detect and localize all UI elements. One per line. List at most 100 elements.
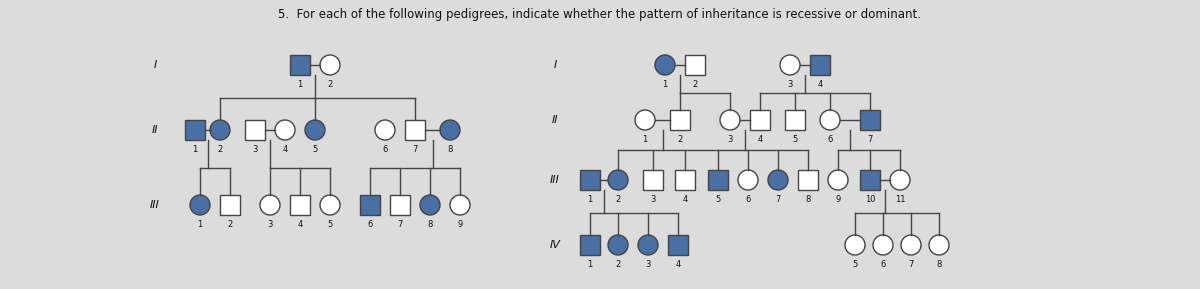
Text: 6: 6 xyxy=(827,135,833,144)
Text: III: III xyxy=(550,175,560,185)
Text: 8: 8 xyxy=(448,145,452,154)
Text: 7: 7 xyxy=(397,220,403,229)
Text: 8: 8 xyxy=(936,260,942,269)
Ellipse shape xyxy=(901,235,922,255)
Text: 1: 1 xyxy=(642,135,648,144)
Ellipse shape xyxy=(320,195,340,215)
Text: 8: 8 xyxy=(805,195,811,204)
Text: 5.  For each of the following pedigrees, indicate whether the pattern of inherit: 5. For each of the following pedigrees, … xyxy=(278,8,922,21)
Text: 7: 7 xyxy=(908,260,913,269)
Ellipse shape xyxy=(320,55,340,75)
Text: 2: 2 xyxy=(328,80,332,89)
Text: 2: 2 xyxy=(616,195,620,204)
Text: 8: 8 xyxy=(427,220,433,229)
Ellipse shape xyxy=(929,235,949,255)
Text: 3: 3 xyxy=(650,195,655,204)
Text: 2: 2 xyxy=(677,135,683,144)
Bar xyxy=(185,120,205,140)
Text: II: II xyxy=(151,125,158,135)
Text: IV: IV xyxy=(550,240,560,250)
Text: 2: 2 xyxy=(227,220,233,229)
Text: 3: 3 xyxy=(268,220,272,229)
Text: II: II xyxy=(552,115,558,125)
Ellipse shape xyxy=(780,55,800,75)
Ellipse shape xyxy=(738,170,758,190)
Ellipse shape xyxy=(305,120,325,140)
Bar xyxy=(674,170,695,190)
Text: 7: 7 xyxy=(775,195,781,204)
Text: 6: 6 xyxy=(881,260,886,269)
Ellipse shape xyxy=(845,235,865,255)
Bar xyxy=(245,120,265,140)
Text: 6: 6 xyxy=(383,145,388,154)
Bar xyxy=(798,170,818,190)
Ellipse shape xyxy=(655,55,674,75)
Text: 6: 6 xyxy=(745,195,751,204)
Text: 6: 6 xyxy=(367,220,373,229)
Text: 3: 3 xyxy=(252,145,258,154)
Bar xyxy=(290,195,310,215)
Bar xyxy=(810,55,830,75)
Text: 2: 2 xyxy=(616,260,620,269)
Text: 5: 5 xyxy=(312,145,318,154)
Bar xyxy=(390,195,410,215)
Text: I: I xyxy=(553,60,557,70)
Bar xyxy=(685,55,706,75)
Ellipse shape xyxy=(828,170,848,190)
Ellipse shape xyxy=(768,170,788,190)
Bar xyxy=(860,110,880,130)
Text: 1: 1 xyxy=(298,80,302,89)
Text: 4: 4 xyxy=(683,195,688,204)
Text: 5: 5 xyxy=(792,135,798,144)
Bar xyxy=(750,110,770,130)
Text: 10: 10 xyxy=(865,195,875,204)
Text: 5: 5 xyxy=(328,220,332,229)
Text: 2: 2 xyxy=(217,145,223,154)
Ellipse shape xyxy=(720,110,740,130)
Bar xyxy=(670,110,690,130)
Ellipse shape xyxy=(374,120,395,140)
Bar xyxy=(580,235,600,255)
Ellipse shape xyxy=(260,195,280,215)
Ellipse shape xyxy=(210,120,230,140)
Bar xyxy=(708,170,728,190)
Ellipse shape xyxy=(190,195,210,215)
Text: 4: 4 xyxy=(282,145,288,154)
Text: 1: 1 xyxy=(662,80,667,89)
Text: 2: 2 xyxy=(692,80,697,89)
Bar xyxy=(580,170,600,190)
Bar xyxy=(643,170,662,190)
Text: 7: 7 xyxy=(868,135,872,144)
Text: 9: 9 xyxy=(457,220,463,229)
Ellipse shape xyxy=(420,195,440,215)
Ellipse shape xyxy=(450,195,470,215)
Bar xyxy=(220,195,240,215)
Text: III: III xyxy=(150,200,160,210)
Text: 4: 4 xyxy=(817,80,823,89)
Text: 7: 7 xyxy=(413,145,418,154)
Text: 1: 1 xyxy=(197,220,203,229)
Text: 9: 9 xyxy=(835,195,841,204)
Text: 5: 5 xyxy=(715,195,721,204)
Text: 4: 4 xyxy=(676,260,680,269)
Ellipse shape xyxy=(635,110,655,130)
Ellipse shape xyxy=(608,235,628,255)
Text: 4: 4 xyxy=(757,135,763,144)
Bar xyxy=(668,235,688,255)
Text: 3: 3 xyxy=(727,135,733,144)
Bar xyxy=(785,110,805,130)
Bar xyxy=(860,170,880,190)
Text: 1: 1 xyxy=(587,260,593,269)
Ellipse shape xyxy=(275,120,295,140)
Text: 5: 5 xyxy=(852,260,858,269)
Text: I: I xyxy=(154,60,157,70)
Text: 3: 3 xyxy=(646,260,650,269)
Text: 1: 1 xyxy=(192,145,198,154)
Text: 1: 1 xyxy=(587,195,593,204)
Ellipse shape xyxy=(440,120,460,140)
Text: 4: 4 xyxy=(298,220,302,229)
Ellipse shape xyxy=(820,110,840,130)
Ellipse shape xyxy=(874,235,893,255)
Ellipse shape xyxy=(608,170,628,190)
Ellipse shape xyxy=(638,235,658,255)
